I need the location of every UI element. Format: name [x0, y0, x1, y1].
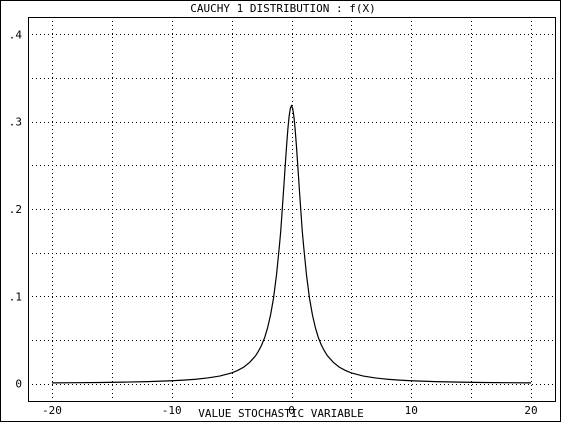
y-axis-tick-labels: 0 .1 .2 .3 .4 — [9, 28, 23, 390]
x-tick-label: 20 — [524, 404, 537, 417]
x-tick-label: -10 — [162, 404, 182, 417]
x-axis-tick-labels: -20 -10 0 10 20 — [42, 404, 538, 417]
density-curve — [51, 104, 532, 384]
y-tick-label: .1 — [9, 290, 22, 303]
x-axis-label: VALUE STOCHASTIC VARIABLE — [198, 407, 364, 420]
y-tick-label: 0 — [15, 378, 22, 391]
x-tick-label: 10 — [405, 404, 418, 417]
x-tick-label: -20 — [42, 404, 62, 417]
grid-lines — [28, 17, 555, 401]
y-tick-label: .2 — [9, 203, 22, 216]
x-tick-label: 0 — [288, 404, 295, 417]
y-tick-label: .3 — [9, 116, 22, 129]
chart-title: CAUCHY 1 DISTRIBUTION : f(X) — [190, 2, 375, 15]
series-group — [51, 104, 532, 384]
y-tick-label: .4 — [9, 28, 23, 41]
